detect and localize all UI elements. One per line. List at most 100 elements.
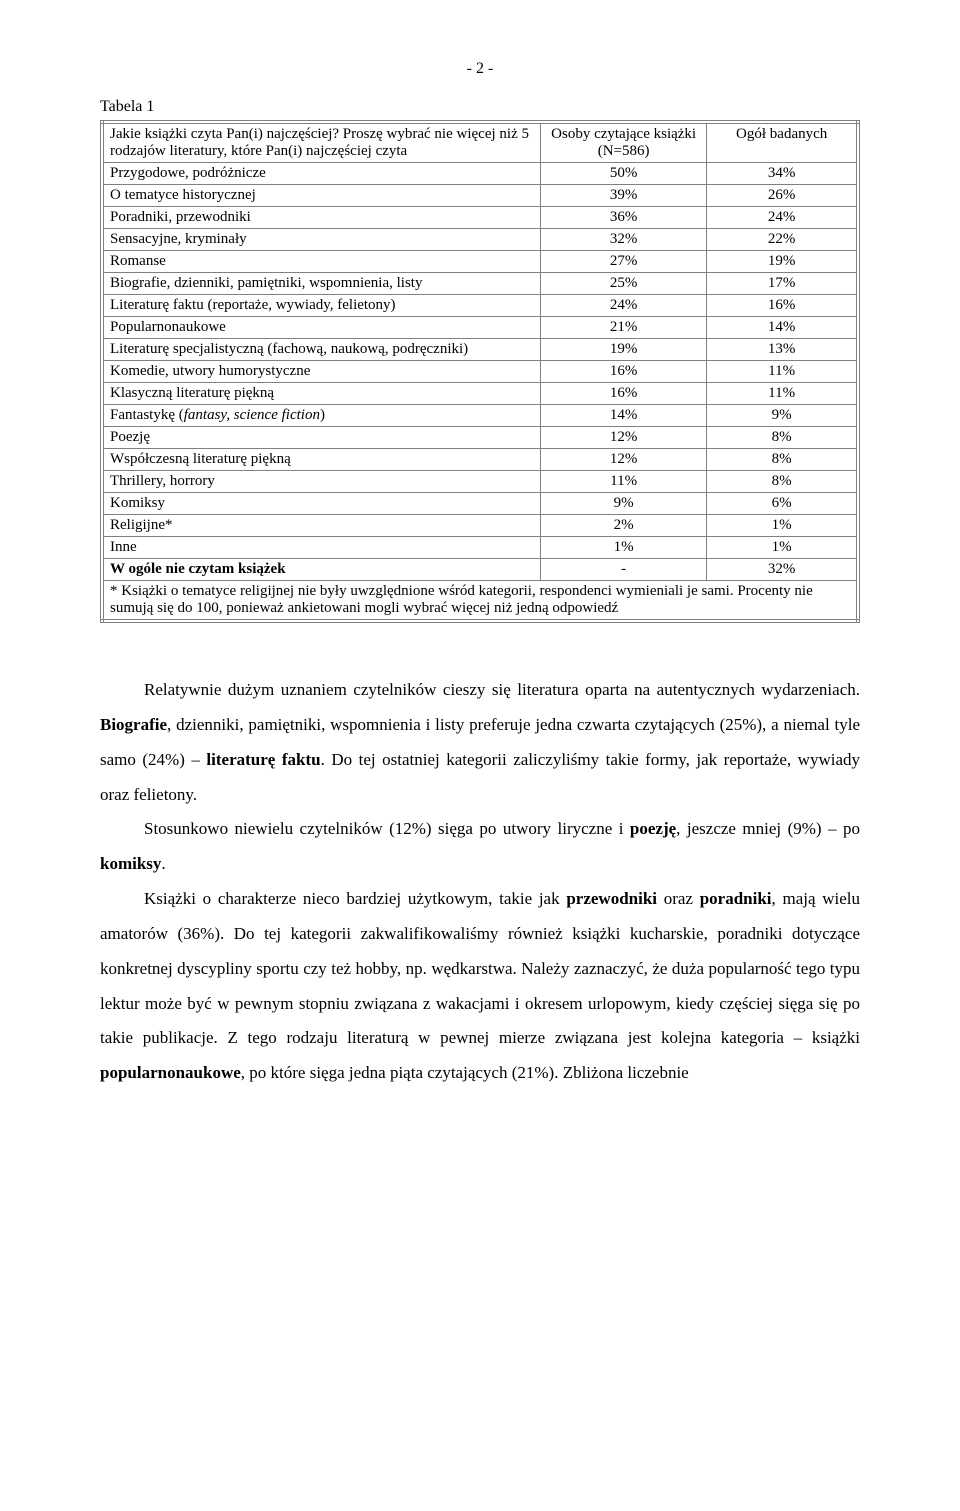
table-row: Przygodowe, podróżnicze50%34%: [102, 163, 858, 185]
row-value-total: 14%: [707, 317, 858, 339]
table-question-cell: Jakie książki czyta Pan(i) najczęściej? …: [102, 122, 540, 163]
row-value-total: 11%: [707, 383, 858, 405]
row-value-total: 6%: [707, 493, 858, 515]
row-label: Literaturę faktu (reportaże, wywiady, fe…: [102, 295, 540, 317]
table-row: Sensacyjne, kryminały32%22%: [102, 229, 858, 251]
row-value-readers: 25%: [540, 273, 706, 295]
table-footnote-row: * Książki o tematyce religijnej nie były…: [102, 581, 858, 622]
row-value-total: 26%: [707, 185, 858, 207]
row-label: Przygodowe, podróżnicze: [102, 163, 540, 185]
bold-text: przewodniki: [566, 889, 657, 908]
table-footnote: * Książki o tematyce religijnej nie były…: [102, 581, 858, 622]
row-value-readers: -: [540, 559, 706, 581]
row-value-readers: 9%: [540, 493, 706, 515]
text: Relatywnie dużym uznaniem czytelników ci…: [144, 680, 860, 699]
row-value-total: 8%: [707, 449, 858, 471]
row-value-total: 8%: [707, 427, 858, 449]
row-value-readers: 19%: [540, 339, 706, 361]
table-row: W ogóle nie czytam książek-32%: [102, 559, 858, 581]
page: - 2 - Tabela 1 Jakie książki czyta Pan(i…: [0, 0, 960, 1151]
row-label: Poradniki, przewodniki: [102, 207, 540, 229]
table-row: Popularnonaukowe21%14%: [102, 317, 858, 339]
bold-text: Biografie: [100, 715, 167, 734]
row-label: Komiksy: [102, 493, 540, 515]
table-row: Fantastykę (fantasy, science fiction)14%…: [102, 405, 858, 427]
row-label: Współczesną literaturę piękną: [102, 449, 540, 471]
table-row: Komedie, utwory humorystyczne16%11%: [102, 361, 858, 383]
row-value-total: 1%: [707, 537, 858, 559]
row-value-readers: 2%: [540, 515, 706, 537]
row-value-total: 16%: [707, 295, 858, 317]
row-value-total: 9%: [707, 405, 858, 427]
row-label: O tematyce historycznej: [102, 185, 540, 207]
row-label: Biografie, dzienniki, pamiętniki, wspomn…: [102, 273, 540, 295]
row-value-total: 1%: [707, 515, 858, 537]
row-label: Religijne*: [102, 515, 540, 537]
data-table: Jakie książki czyta Pan(i) najczęściej? …: [100, 120, 860, 623]
row-label: Thrillery, horrory: [102, 471, 540, 493]
row-value-total: 34%: [707, 163, 858, 185]
table-row: Religijne*2%1%: [102, 515, 858, 537]
table-row: Współczesną literaturę piękną12%8%: [102, 449, 858, 471]
row-value-total: 22%: [707, 229, 858, 251]
bold-text: popularnonaukowe: [100, 1063, 241, 1082]
text: , jeszcze mniej (9%) – po: [676, 819, 860, 838]
col-header-total: Ogół badanych: [707, 122, 858, 163]
table-row: Romanse27%19%: [102, 251, 858, 273]
row-value-readers: 27%: [540, 251, 706, 273]
text: oraz: [657, 889, 700, 908]
table-row: Poezję12%8%: [102, 427, 858, 449]
bold-text: komiksy: [100, 854, 161, 873]
text: Książki o charakterze nieco bardziej uży…: [144, 889, 566, 908]
row-label: Popularnonaukowe: [102, 317, 540, 339]
paragraph-1: Relatywnie dużym uznaniem czytelników ci…: [100, 673, 860, 812]
row-label: W ogóle nie czytam książek: [102, 559, 540, 581]
bold-text: literaturę faktu: [206, 750, 320, 769]
row-label: Inne: [102, 537, 540, 559]
row-value-readers: 24%: [540, 295, 706, 317]
table-row: Literaturę faktu (reportaże, wywiady, fe…: [102, 295, 858, 317]
row-label: Poezję: [102, 427, 540, 449]
row-value-readers: 12%: [540, 427, 706, 449]
row-value-total: 19%: [707, 251, 858, 273]
row-value-total: 32%: [707, 559, 858, 581]
table-row: Komiksy9%6%: [102, 493, 858, 515]
text: .: [161, 854, 165, 873]
table-header-row: Jakie książki czyta Pan(i) najczęściej? …: [102, 122, 858, 163]
row-value-readers: 21%: [540, 317, 706, 339]
text: Stosunkowo niewielu czytelników (12%) si…: [144, 819, 630, 838]
table-row: Klasyczną literaturę piękną16%11%: [102, 383, 858, 405]
row-label: Klasyczną literaturę piękną: [102, 383, 540, 405]
table-row: Poradniki, przewodniki36%24%: [102, 207, 858, 229]
row-value-total: 24%: [707, 207, 858, 229]
row-value-total: 13%: [707, 339, 858, 361]
row-value-readers: 32%: [540, 229, 706, 251]
table-row: Inne1%1%: [102, 537, 858, 559]
table-row: Thrillery, horrory11%8%: [102, 471, 858, 493]
table-row: O tematyce historycznej39%26%: [102, 185, 858, 207]
body-text: Relatywnie dużym uznaniem czytelników ci…: [100, 673, 860, 1091]
bold-text: poradniki: [700, 889, 772, 908]
row-value-total: 17%: [707, 273, 858, 295]
page-number: - 2 -: [100, 60, 860, 78]
row-label: Romanse: [102, 251, 540, 273]
row-value-readers: 11%: [540, 471, 706, 493]
row-value-readers: 12%: [540, 449, 706, 471]
row-value-readers: 1%: [540, 537, 706, 559]
row-value-readers: 14%: [540, 405, 706, 427]
table-caption: Tabela 1: [100, 98, 860, 116]
row-value-readers: 50%: [540, 163, 706, 185]
row-value-readers: 39%: [540, 185, 706, 207]
row-value-total: 8%: [707, 471, 858, 493]
row-value-readers: 16%: [540, 361, 706, 383]
paragraph-3: Książki o charakterze nieco bardziej uży…: [100, 882, 860, 1091]
table-row: Literaturę specjalistyczną (fachową, nau…: [102, 339, 858, 361]
row-label: Literaturę specjalistyczną (fachową, nau…: [102, 339, 540, 361]
text: , mają wielu amatorów (36%). Do tej kate…: [100, 889, 860, 1047]
row-value-total: 11%: [707, 361, 858, 383]
row-label: Fantastykę (fantasy, science fiction): [102, 405, 540, 427]
row-value-readers: 36%: [540, 207, 706, 229]
table-row: Biografie, dzienniki, pamiętniki, wspomn…: [102, 273, 858, 295]
row-value-readers: 16%: [540, 383, 706, 405]
bold-text: poezję: [630, 819, 676, 838]
